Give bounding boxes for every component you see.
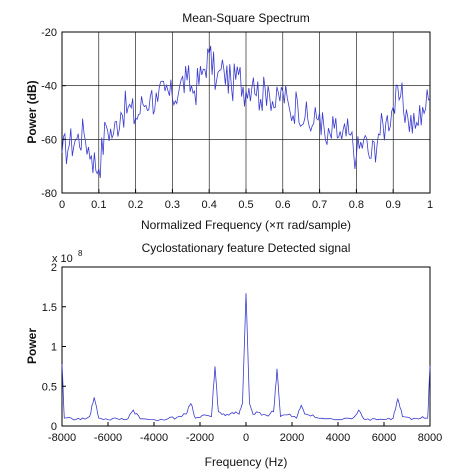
x-tick-label: -8000	[48, 432, 76, 444]
x-tick-label: 0.4	[202, 199, 217, 211]
y-tick-label: -40	[41, 81, 57, 93]
x-tick-label: 0	[243, 432, 249, 444]
x-tick-label: 0.3	[165, 199, 180, 211]
x-tick-label: 0.2	[128, 199, 143, 211]
spectrum-x-ticks: 0 0.1 0.2 0.3 0.4 0.5 0.6 0.7 0.8 0.9 1	[59, 189, 433, 211]
cyclo-y-ticks: 0 0.5 1 1.5 2	[42, 262, 66, 433]
y-tick-label: -80	[41, 188, 57, 200]
x-tick-label: 8000	[418, 432, 442, 444]
x-tick-label: -6000	[94, 432, 122, 444]
y-tick-label: 0.5	[42, 381, 57, 393]
spectrum-series-line	[61, 45, 431, 178]
x-tick-label: 0.7	[312, 199, 327, 211]
x-tick-label: 0.9	[386, 199, 401, 211]
y-tick-label: 1	[51, 342, 57, 354]
spectrum-title: Mean-Square Spectrum	[182, 11, 309, 25]
x-tick-label: 0.1	[91, 199, 106, 211]
cyclo-y-scale-exponent: 8	[78, 249, 83, 258]
y-tick-label: 0	[51, 421, 57, 433]
cyclo-title: Cyclostationary feature Detected signal	[142, 241, 351, 255]
cyclostationary-panel: Cyclostationary feature Detected signal …	[25, 241, 442, 469]
x-tick-label: 6000	[372, 432, 396, 444]
x-tick-label: 2000	[280, 432, 304, 444]
spectrum-x-label: Normalized Frequency (×π rad/sample)	[141, 218, 351, 232]
x-tick-label: 4000	[326, 432, 350, 444]
x-tick-label: 0.6	[275, 199, 290, 211]
y-tick-label: 2	[51, 262, 57, 274]
cyclo-plot-area	[61, 266, 431, 427]
x-tick-label: -2000	[186, 432, 214, 444]
x-tick-label: 1	[427, 199, 433, 211]
x-tick-label: -4000	[140, 432, 168, 444]
spectrum-panel: Mean-Square Spectrum 0 0.1 0.2 0.3 0.4 0.5 0.6…	[25, 11, 433, 232]
y-tick-label: 1.5	[42, 302, 57, 314]
cyclo-x-label: Frequency (Hz)	[205, 455, 288, 469]
x-tick-label: 0.5	[238, 199, 253, 211]
x-tick-label: 0.8	[349, 199, 364, 211]
cyclo-y-scale-label: x 10	[52, 253, 73, 265]
cyclo-y-label: Power	[25, 328, 39, 364]
y-tick-label: -60	[41, 134, 57, 146]
y-tick-label: -20	[41, 27, 57, 39]
cyclo-series-line	[61, 293, 431, 422]
spectrum-y-ticks: -20 -40 -60 -80	[41, 27, 66, 200]
cyclo-x-ticks: -8000 -6000 -4000 -2000 0 2000 4000 6000 8000	[48, 422, 442, 444]
x-tick-label: 0	[59, 199, 65, 211]
spectrum-y-label: Power (dB)	[25, 80, 39, 143]
spectrum-grid	[61, 31, 431, 194]
